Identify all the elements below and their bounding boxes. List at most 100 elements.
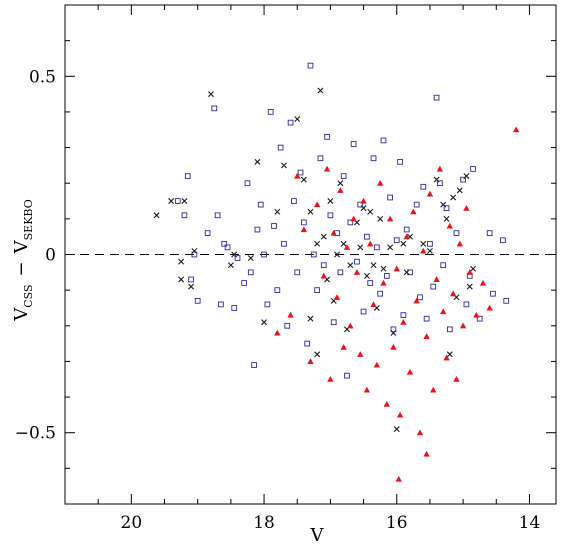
square-point bbox=[218, 301, 224, 308]
triangle-point bbox=[436, 165, 444, 172]
square-point bbox=[417, 294, 423, 301]
square-point bbox=[174, 198, 181, 204]
cross-point bbox=[227, 262, 234, 269]
square-point bbox=[251, 362, 257, 368]
cross-point bbox=[247, 255, 254, 262]
square-point bbox=[247, 269, 254, 276]
square-point bbox=[476, 315, 483, 322]
square-point bbox=[284, 322, 291, 329]
square-point bbox=[310, 251, 317, 258]
square-point bbox=[354, 258, 360, 265]
triangle-point bbox=[376, 180, 384, 186]
triangle-point bbox=[456, 240, 463, 247]
triangle-point bbox=[320, 272, 327, 279]
square-point bbox=[287, 119, 294, 126]
square-point bbox=[350, 141, 357, 147]
cross-point bbox=[181, 198, 188, 205]
cross-point bbox=[334, 251, 341, 258]
cross-point bbox=[261, 319, 268, 326]
square-point bbox=[181, 212, 188, 219]
square-point bbox=[470, 166, 476, 172]
triangle-point bbox=[430, 386, 437, 393]
square-point bbox=[383, 273, 390, 279]
square-point bbox=[221, 240, 228, 247]
cross-point bbox=[340, 240, 347, 247]
square-point bbox=[393, 237, 400, 244]
triangle-point bbox=[327, 376, 334, 382]
cross-point bbox=[380, 265, 387, 272]
square-point bbox=[194, 297, 201, 304]
square-point bbox=[271, 223, 277, 229]
square-point bbox=[347, 219, 354, 226]
triangle-point bbox=[380, 279, 387, 286]
triangle-point bbox=[403, 233, 410, 240]
triangle-point bbox=[300, 226, 308, 233]
cross-point bbox=[420, 240, 427, 247]
cross-point bbox=[307, 315, 314, 322]
square-point bbox=[446, 326, 453, 333]
triangle-point bbox=[463, 204, 470, 211]
cross-point bbox=[370, 262, 377, 269]
square-point bbox=[367, 280, 374, 286]
triangle-point bbox=[383, 401, 391, 407]
square-point bbox=[403, 226, 410, 233]
triangle-point bbox=[453, 376, 460, 382]
cross-point bbox=[433, 176, 440, 183]
cross-point bbox=[188, 283, 195, 290]
cross-point bbox=[207, 91, 214, 98]
cross-point bbox=[307, 208, 314, 215]
cross-point bbox=[426, 247, 433, 254]
square-point bbox=[320, 262, 327, 269]
y-tick-label: 0 bbox=[45, 246, 56, 266]
cross-point bbox=[178, 276, 185, 283]
triangle-point bbox=[357, 351, 364, 357]
cross-point bbox=[327, 198, 334, 205]
cross-point bbox=[463, 173, 470, 180]
square-point bbox=[503, 297, 510, 304]
triangle-point bbox=[486, 304, 493, 311]
square-point bbox=[244, 180, 251, 187]
cross-point bbox=[367, 208, 374, 215]
square-point bbox=[317, 155, 324, 162]
triangle-point bbox=[512, 126, 520, 133]
cross-point bbox=[440, 201, 447, 208]
cross-point bbox=[446, 351, 453, 358]
triangle-point bbox=[473, 311, 480, 318]
cross-point bbox=[274, 208, 281, 215]
triangle-point bbox=[413, 297, 420, 304]
square-point bbox=[390, 326, 397, 333]
square-point bbox=[500, 237, 506, 244]
cross-point bbox=[320, 233, 327, 240]
square-point bbox=[397, 158, 403, 165]
triangle-point bbox=[337, 187, 344, 193]
square-point bbox=[184, 173, 191, 179]
y-label-main: V bbox=[11, 307, 32, 322]
square-point bbox=[433, 94, 440, 101]
square-point bbox=[241, 280, 247, 286]
y-label-sub1: CSS bbox=[22, 284, 35, 307]
triangle-point bbox=[313, 201, 321, 208]
cross-point bbox=[314, 240, 321, 247]
cross-point bbox=[400, 240, 407, 247]
square-point bbox=[274, 287, 281, 293]
y-axis-label: VCSS−VSEKBO bbox=[11, 199, 35, 321]
square-point bbox=[430, 283, 437, 290]
triangle-point bbox=[433, 276, 440, 283]
cross-point bbox=[443, 215, 450, 222]
triangle-point bbox=[416, 429, 424, 436]
x-tick-label: 14 bbox=[519, 513, 541, 533]
triangle-point bbox=[440, 308, 447, 315]
square-point bbox=[224, 244, 231, 251]
triangle-point bbox=[274, 329, 281, 336]
square-point bbox=[234, 255, 241, 261]
square-point bbox=[231, 305, 238, 311]
triangle-point bbox=[373, 361, 381, 368]
data-points bbox=[153, 62, 520, 482]
square-point bbox=[463, 301, 470, 308]
square-point bbox=[204, 230, 211, 236]
x-axis-label: V bbox=[310, 525, 325, 546]
axis-ticks bbox=[64, 4, 556, 505]
square-point bbox=[370, 155, 377, 162]
square-point bbox=[330, 319, 337, 326]
